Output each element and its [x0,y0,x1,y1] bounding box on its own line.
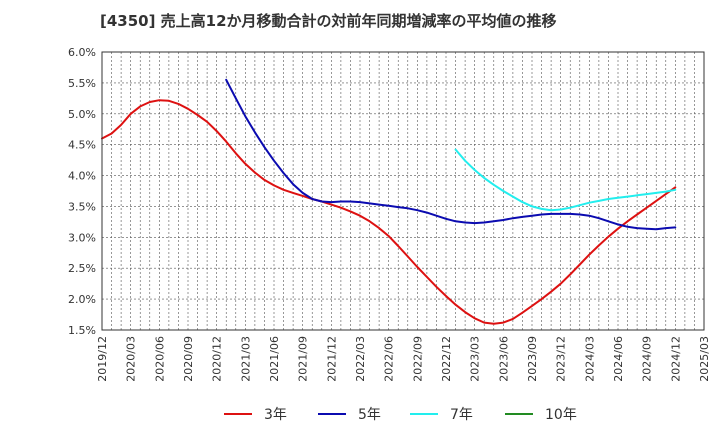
axes-layer: 6.0% 5.5% 5.0% 4.5% 4.0% 3.5% 3.0% 2.5% 2.0% 1.5%… [68,46,711,382]
x-tick-label: 2022/06 [383,336,396,382]
legend-label-5年: 5年 [358,407,381,423]
legend-label-3年: 3年 [264,407,287,423]
plot-area [102,52,704,330]
x-tick-label: 2023/09 [526,336,539,382]
legend-label-10年: 10年 [545,407,577,423]
series-line-5年 [225,78,677,231]
x-tick-label: 2023/06 [497,336,510,382]
x-tick-label: 2019/12 [96,336,109,382]
x-tick-label: 2022/12 [440,336,453,382]
y-tick-label: 2.5% [68,262,96,275]
x-tick-label: 2021/09 [297,336,310,382]
series-line-3年 [101,99,677,325]
x-tick-label: 2023/12 [555,336,568,382]
series-layer [101,78,677,325]
legend-label-7年: 7年 [450,407,473,423]
x-tick-label: 2022/03 [354,336,367,382]
x-tick-label: 2021/03 [239,336,252,382]
y-tick-label: 4.0% [68,170,96,183]
x-tick-label: 2020/03 [125,336,138,382]
y-tick-label: 5.0% [68,108,96,121]
y-tick-label: 6.0% [68,46,96,59]
x-tick-label: 2024/06 [612,336,625,382]
x-tick-label: 2023/03 [469,336,482,382]
legend: 3年 5年 7年 10年 [224,407,577,423]
grid-layer [102,52,704,330]
x-tick-label: 2020/06 [153,336,166,382]
y-tick-label: 1.5% [68,324,96,337]
y-tick-label: 3.5% [68,200,96,213]
x-tick-label: 2024/12 [669,336,682,382]
x-tick-label: 2020/09 [182,336,195,382]
y-tick-label: 3.0% [68,231,96,244]
y-tick-label: 5.5% [68,77,96,90]
y-tick-label: 2.0% [68,293,96,306]
series-line-7年 [454,148,677,212]
plot-frame [101,51,705,331]
chart-title: [4350] 売上高12か月移動合計の対前年同期増減率の平均値の推移 [100,12,557,30]
y-tick-label: 4.5% [68,139,96,152]
x-tick-label: 2024/03 [583,336,596,382]
x-tick-label: 2021/12 [325,336,338,382]
x-tick-label: 2022/09 [411,336,424,382]
x-tick-label: 2024/09 [641,336,654,382]
x-tick-label: 2021/06 [268,336,281,382]
x-tick-label: 2020/12 [211,336,224,382]
x-tick-label: 2025/03 [698,336,711,382]
